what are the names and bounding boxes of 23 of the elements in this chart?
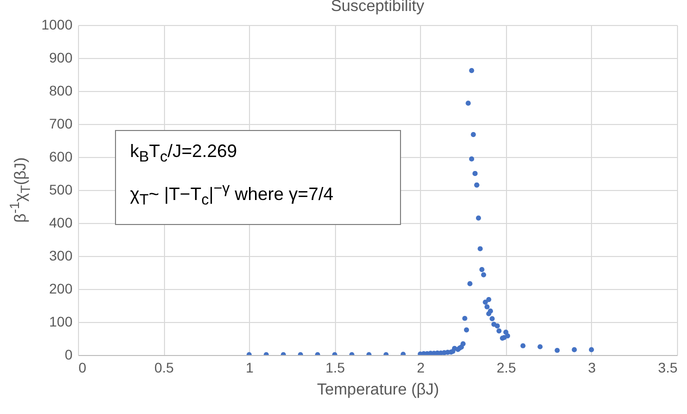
x-tick-label: 0 (78, 360, 86, 376)
y-tick-label: 200 (49, 280, 73, 296)
x-tick-label: 1.5 (325, 360, 346, 376)
y-tick-label: 800 (49, 82, 73, 98)
y-tick-label: 500 (49, 182, 73, 198)
y-tick-label: 900 (49, 50, 73, 66)
x-tick-label: 3 (588, 360, 596, 376)
y-tick-label: 300 (49, 248, 73, 264)
x-tick-label: 2.5 (496, 360, 516, 376)
annotation: χ$_{T}$~ |T−T$_{c}$|$^{−γ}$ where γ=7/4 (130, 180, 334, 208)
y-tick-label: 400 (49, 214, 73, 230)
annotation: k$_{B}$T$_{c}$/J=2.269 (130, 141, 238, 166)
x-tick-label: 3.5 (658, 360, 678, 376)
x-axis-title: Temperature (βJ) (316, 382, 440, 398)
y-tick-label: 700 (49, 116, 73, 132)
y-tick-label: 1000 (41, 16, 73, 32)
y-tick-label: 100 (49, 314, 73, 330)
x-tick-label: 1 (246, 360, 254, 376)
text-box: k$_{B}$T$_{c}$/J=2.269 χ$_{T}$~ |T−T$_{c}$|$^{−γ}$ where γ=7/4 (115, 130, 401, 225)
y-tick-label: 0 (64, 346, 73, 362)
y-tick-label: 600 (49, 148, 73, 164)
x-tick-label: 2 (416, 360, 425, 376)
x-tick-label: 0.5 (154, 360, 174, 376)
